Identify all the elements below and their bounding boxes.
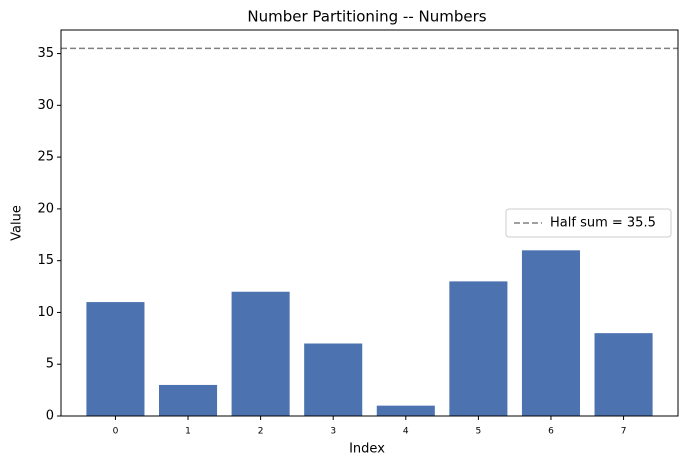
y-tick-label: 20 <box>37 201 54 216</box>
y-axis-label: Value <box>10 205 25 241</box>
x-tick-label: 4 <box>403 427 409 437</box>
x-tick-label: 1 <box>185 427 191 437</box>
legend-box <box>505 208 672 238</box>
y-tick-label: 0 <box>46 409 54 424</box>
x-axis-label: Index <box>349 442 385 457</box>
bar <box>376 405 435 416</box>
bar <box>304 343 363 416</box>
x-tick-label: 0 <box>113 427 119 437</box>
y-tick-label: 30 <box>37 98 54 113</box>
legend-label: Half sum = 35.5 <box>550 216 656 231</box>
bar <box>594 333 653 416</box>
y-tick-label: 25 <box>37 150 54 165</box>
x-tick-label: 6 <box>548 427 554 437</box>
x-tick-label: 3 <box>330 427 336 437</box>
x-tick-label: 2 <box>258 427 264 437</box>
bar <box>158 384 218 416</box>
axes-frame <box>60 29 679 417</box>
x-tick-label: 5 <box>476 427 482 437</box>
bar <box>86 302 145 416</box>
y-tick-label: 35 <box>37 46 54 61</box>
bar <box>231 291 290 416</box>
chart-title: Number Partitioning -- Numbers <box>247 8 486 26</box>
bar <box>449 281 508 416</box>
y-tick-label: 5 <box>46 357 54 372</box>
y-tick-label: 10 <box>37 305 54 320</box>
y-tick-label: 15 <box>37 253 54 268</box>
bar <box>521 250 581 416</box>
x-tick-label: 7 <box>621 427 627 437</box>
